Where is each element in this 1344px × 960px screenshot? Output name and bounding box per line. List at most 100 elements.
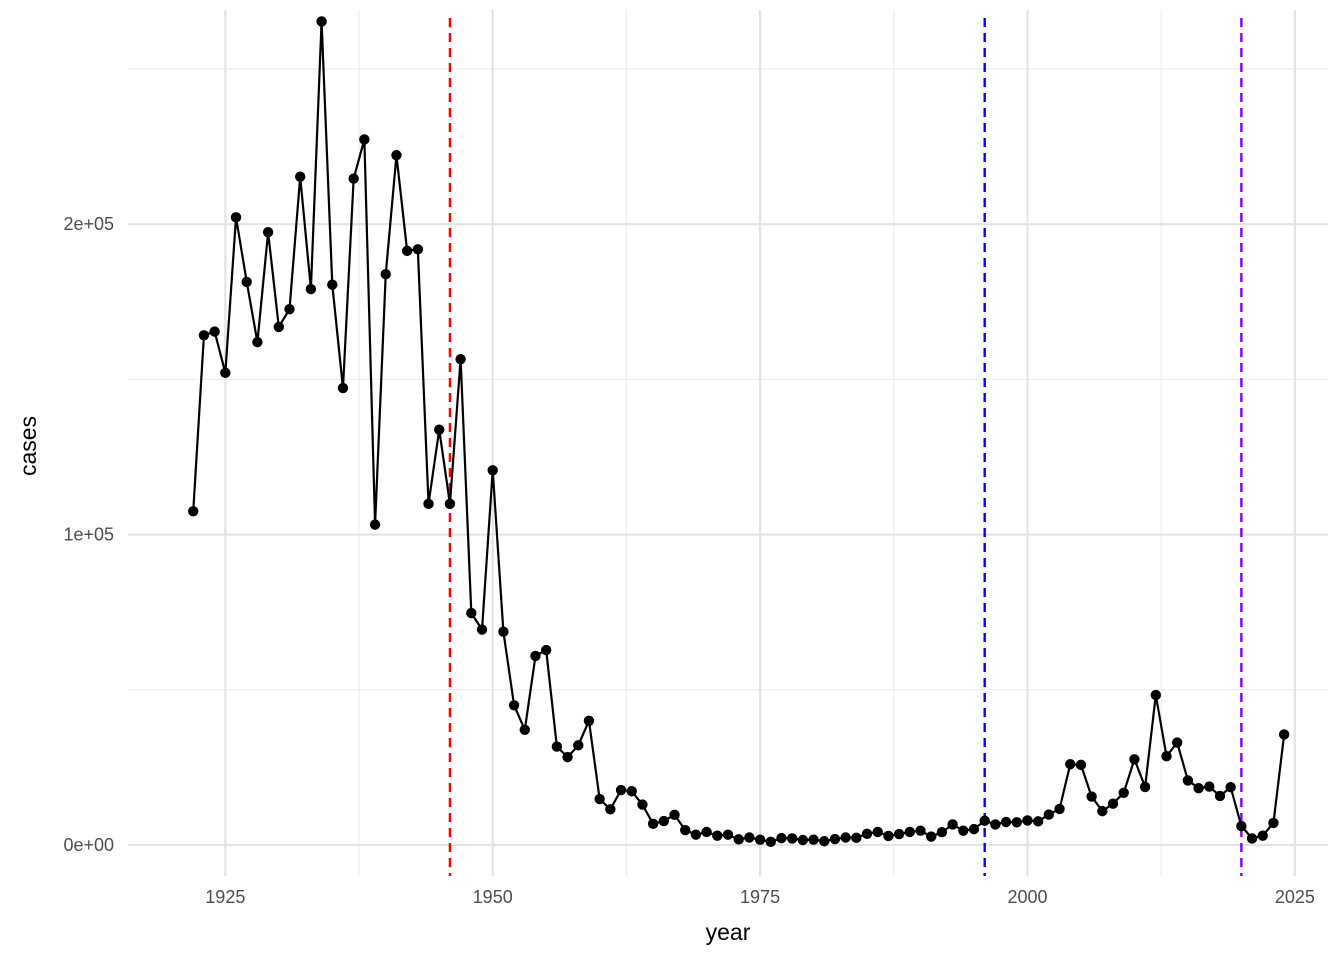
y-tick-label: 2e+05 — [63, 214, 114, 234]
data-point — [968, 823, 980, 835]
data-point — [583, 715, 595, 726]
x-tick-label: 1925 — [205, 887, 245, 907]
data-point — [1129, 754, 1140, 765]
data-point — [1268, 817, 1279, 829]
y-tick-label: 1e+05 — [63, 525, 114, 545]
data-point — [252, 336, 263, 348]
x-axis-tick-labels: 1925 1950 1975 2000 2025 — [205, 887, 1315, 907]
data-point — [316, 16, 327, 27]
data-point — [1054, 803, 1065, 815]
data-point — [348, 173, 359, 184]
data-points — [188, 16, 1290, 848]
data-point — [551, 741, 563, 752]
data-point — [305, 283, 317, 295]
y-axis-title: cases — [15, 416, 41, 476]
data-point — [786, 833, 798, 844]
data-point — [466, 607, 477, 619]
data-point — [647, 818, 659, 830]
data-point — [1257, 830, 1268, 841]
data-point — [637, 799, 648, 810]
data-point — [262, 227, 274, 238]
x-tick-label: 1950 — [473, 887, 513, 907]
data-point — [1278, 729, 1290, 740]
data-point — [487, 465, 498, 476]
data-point — [241, 276, 252, 288]
data-point — [883, 830, 894, 842]
data-point — [444, 498, 456, 510]
data-point — [423, 498, 434, 510]
data-point — [369, 519, 381, 530]
data-point — [337, 382, 349, 394]
data-point — [615, 784, 627, 796]
data-point — [273, 321, 284, 333]
data-point — [412, 244, 424, 255]
data-point — [1043, 809, 1055, 820]
data-point — [1022, 815, 1033, 826]
data-point — [380, 268, 391, 280]
data-point — [1118, 787, 1129, 799]
x-axis-title: year — [706, 919, 751, 945]
data-point — [819, 836, 830, 847]
data-point — [1107, 798, 1119, 809]
data-point — [936, 827, 948, 838]
y-tick-label: 0e+00 — [63, 835, 114, 855]
data-point — [434, 424, 445, 435]
data-point — [359, 134, 370, 145]
data-point — [658, 815, 670, 827]
data-point — [851, 832, 862, 844]
data-point — [1097, 805, 1108, 817]
data-point — [476, 624, 488, 635]
data-point — [690, 829, 702, 840]
x-tick-label: 1975 — [740, 887, 780, 907]
data-point — [391, 150, 402, 161]
data-point — [712, 830, 723, 841]
data-point — [926, 831, 937, 842]
major-gridlines — [128, 10, 1328, 876]
data-point — [669, 809, 680, 821]
data-point — [754, 834, 766, 845]
data-point — [915, 825, 926, 836]
data-point — [401, 245, 413, 257]
data-point — [1011, 817, 1022, 828]
data-point — [573, 740, 584, 751]
minor-gridlines — [128, 10, 1328, 876]
data-point — [1204, 781, 1215, 792]
data-point — [1246, 833, 1258, 844]
data-point — [209, 326, 220, 337]
data-point — [284, 304, 295, 315]
data-point — [744, 832, 755, 843]
data-point — [540, 644, 552, 656]
data-point — [722, 829, 734, 840]
data-point — [1161, 750, 1172, 762]
data-point — [188, 506, 199, 517]
data-point — [947, 819, 958, 830]
data-point — [861, 828, 873, 839]
data-point — [904, 826, 916, 838]
data-point — [701, 826, 712, 838]
data-point — [594, 793, 605, 805]
data-point — [508, 700, 520, 711]
data-point — [455, 353, 466, 365]
data-point — [498, 626, 509, 637]
data-point — [562, 751, 573, 763]
data-point — [872, 826, 883, 838]
data-point — [1032, 816, 1044, 827]
data-point — [990, 819, 1001, 830]
data-point — [1236, 820, 1247, 832]
x-tick-label: 2000 — [1007, 887, 1047, 907]
data-point — [1172, 737, 1183, 748]
data-point — [1086, 791, 1097, 802]
data-point — [519, 724, 530, 735]
data-point — [220, 367, 231, 379]
data-point — [733, 834, 744, 845]
data-point — [327, 279, 338, 290]
data-point — [1150, 689, 1162, 701]
x-tick-label: 2025 — [1275, 887, 1315, 907]
data-point — [797, 834, 809, 846]
data-point — [1193, 782, 1204, 794]
data-point — [198, 330, 210, 341]
data-point — [1182, 775, 1194, 786]
data-point — [776, 832, 787, 844]
